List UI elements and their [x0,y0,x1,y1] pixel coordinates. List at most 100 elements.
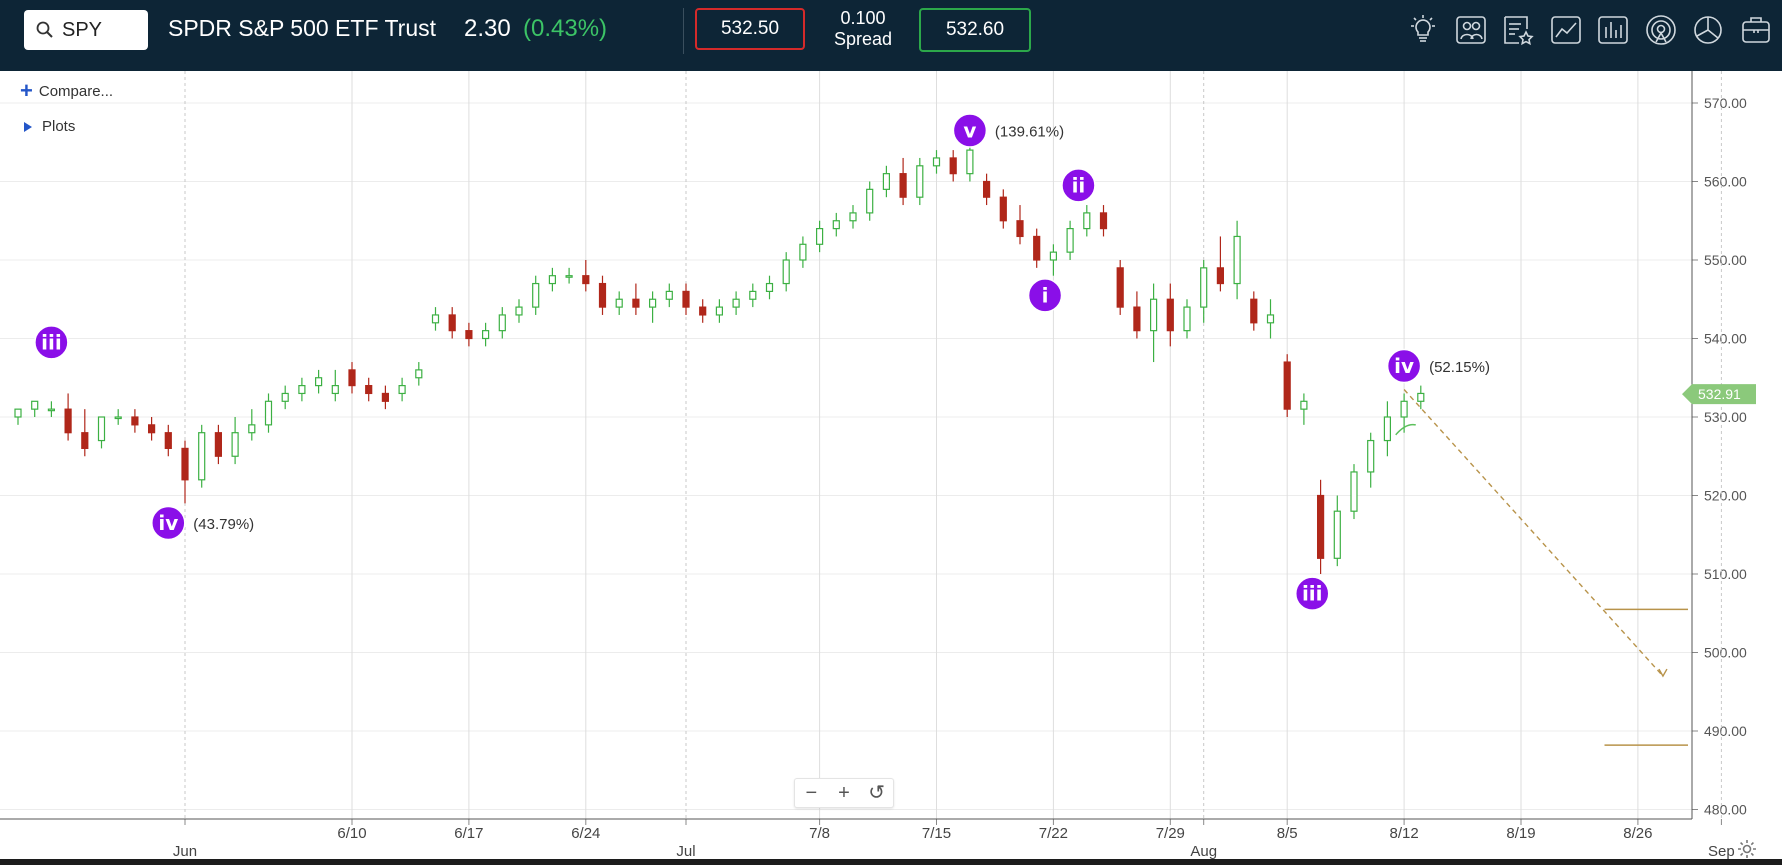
settings-gear-icon[interactable] [1736,838,1758,865]
x-tick-label: Jul [676,843,695,860]
candle-down [214,432,222,457]
candle-up [97,416,106,442]
y-tick-label: 560.00 [1704,174,1747,190]
candle-down [448,314,456,332]
wave-badge-label: v [963,118,976,142]
candle-down [582,275,590,285]
zoom-out-button[interactable]: − [805,782,818,804]
candle-up [1350,471,1358,512]
candle-down [365,385,373,395]
zoom-controls: − + ↺ [794,778,894,808]
candle-down [999,196,1007,222]
y-tick-label: 570.00 [1704,95,1747,111]
x-tick-label: 7/29 [1156,825,1185,842]
compare-button[interactable]: + Compare... [20,78,114,103]
bid-button[interactable]: 532.50 [695,8,805,50]
current-price-label: 532.91 [1698,386,1741,402]
watchlist-star-icon[interactable] [1500,12,1536,48]
wave-percent-label: (139.61%) [995,123,1064,140]
candle-up [47,408,56,412]
candle-up [31,400,39,410]
wave-badge-label: i [1042,283,1049,307]
candle-up [1200,267,1208,308]
candle-up [264,400,273,426]
plots-toggle[interactable]: Plots [20,118,75,135]
x-tick-label: 6/17 [454,825,483,842]
candle-up [1266,314,1275,324]
wave-badge-label: iii [1302,582,1323,606]
candle-up [431,314,440,324]
candle-down [899,173,907,198]
y-tick-label: 530.00 [1704,409,1747,425]
candle-up [1383,416,1392,442]
wave-badge [1295,576,1330,611]
candle-up [1300,400,1308,410]
wave-badge-label: iv [158,511,178,535]
candle-up [1333,510,1341,559]
x-tick-label: 6/10 [337,825,366,842]
y-tick-label: 550.00 [1704,252,1747,268]
candle-down [148,424,156,434]
compare-label: Compare... [38,82,114,100]
candle-up [415,369,423,379]
candle-down [1016,220,1024,238]
candle-up [14,408,22,418]
x-tick-label: 6/24 [571,825,600,842]
symbol-search-input[interactable]: SPY [24,10,148,50]
candle-down [348,369,356,387]
x-tick-label: 8/5 [1277,825,1298,842]
candle-up [665,290,673,300]
y-tick-label: 520.00 [1704,488,1747,504]
y-tick-label: 500.00 [1704,645,1747,661]
candle-up [331,385,339,395]
x-tick-label: 7/22 [1039,825,1068,842]
line-chart-icon[interactable] [1548,12,1584,48]
wave-badge [1027,278,1063,313]
candle-up [532,282,540,308]
candle-up [1233,235,1241,285]
symbol-title: SPDR S&P 500 ETF Trust [168,15,437,41]
price-chart[interactable]: 480.00 490.00 500.00 510.00 520.00 530.00 540.… [0,71,1756,860]
candle-up [198,432,206,481]
candle-up [1400,400,1408,418]
pie-chart-icon[interactable] [1690,12,1726,48]
candle-down [164,432,172,450]
candle-up [482,330,490,340]
candle-up [782,259,790,285]
projection-line [1403,389,1664,677]
candle-down [465,330,473,340]
candle-up [1367,439,1375,473]
wave-badge [151,505,186,541]
candle-up [932,157,941,167]
candle-up [298,385,306,395]
indicator-curve [1395,423,1416,436]
ask-button[interactable]: 532.60 [919,8,1031,52]
candle-up [1049,251,1058,261]
candle-up [966,149,974,175]
zoom-reset-button[interactable]: ↺ [868,782,886,804]
candle-down [1133,306,1141,332]
signal-icon[interactable] [1643,12,1679,48]
plus-icon: + [20,78,33,103]
bar-chart-icon[interactable] [1595,12,1631,48]
candle-up [615,298,623,308]
chart-svg[interactable]: 480.00 490.00 500.00 510.00 520.00 530.00 540.… [0,71,1782,865]
portfolio-icon[interactable] [1738,12,1774,48]
zoom-in-button[interactable]: + [838,782,850,804]
candle-down [699,306,707,316]
candle-down [682,290,690,308]
candle-down [381,392,389,402]
candle-up [565,275,573,278]
x-tick-label: 8/26 [1623,825,1652,842]
search-value[interactable]: SPY [62,18,103,41]
lightbulb-icon[interactable] [1405,12,1441,48]
candle-down [1216,267,1225,285]
candle-up [866,188,874,214]
candle-up [1066,228,1074,253]
x-tick-label: Aug [1190,843,1217,860]
people-icon[interactable] [1453,12,1489,48]
wave-badge-label: iv [1394,354,1414,378]
plots-label: Plots [42,118,76,135]
x-tick-label: Sep [1708,843,1735,860]
projection-arrowhead [1658,668,1668,678]
